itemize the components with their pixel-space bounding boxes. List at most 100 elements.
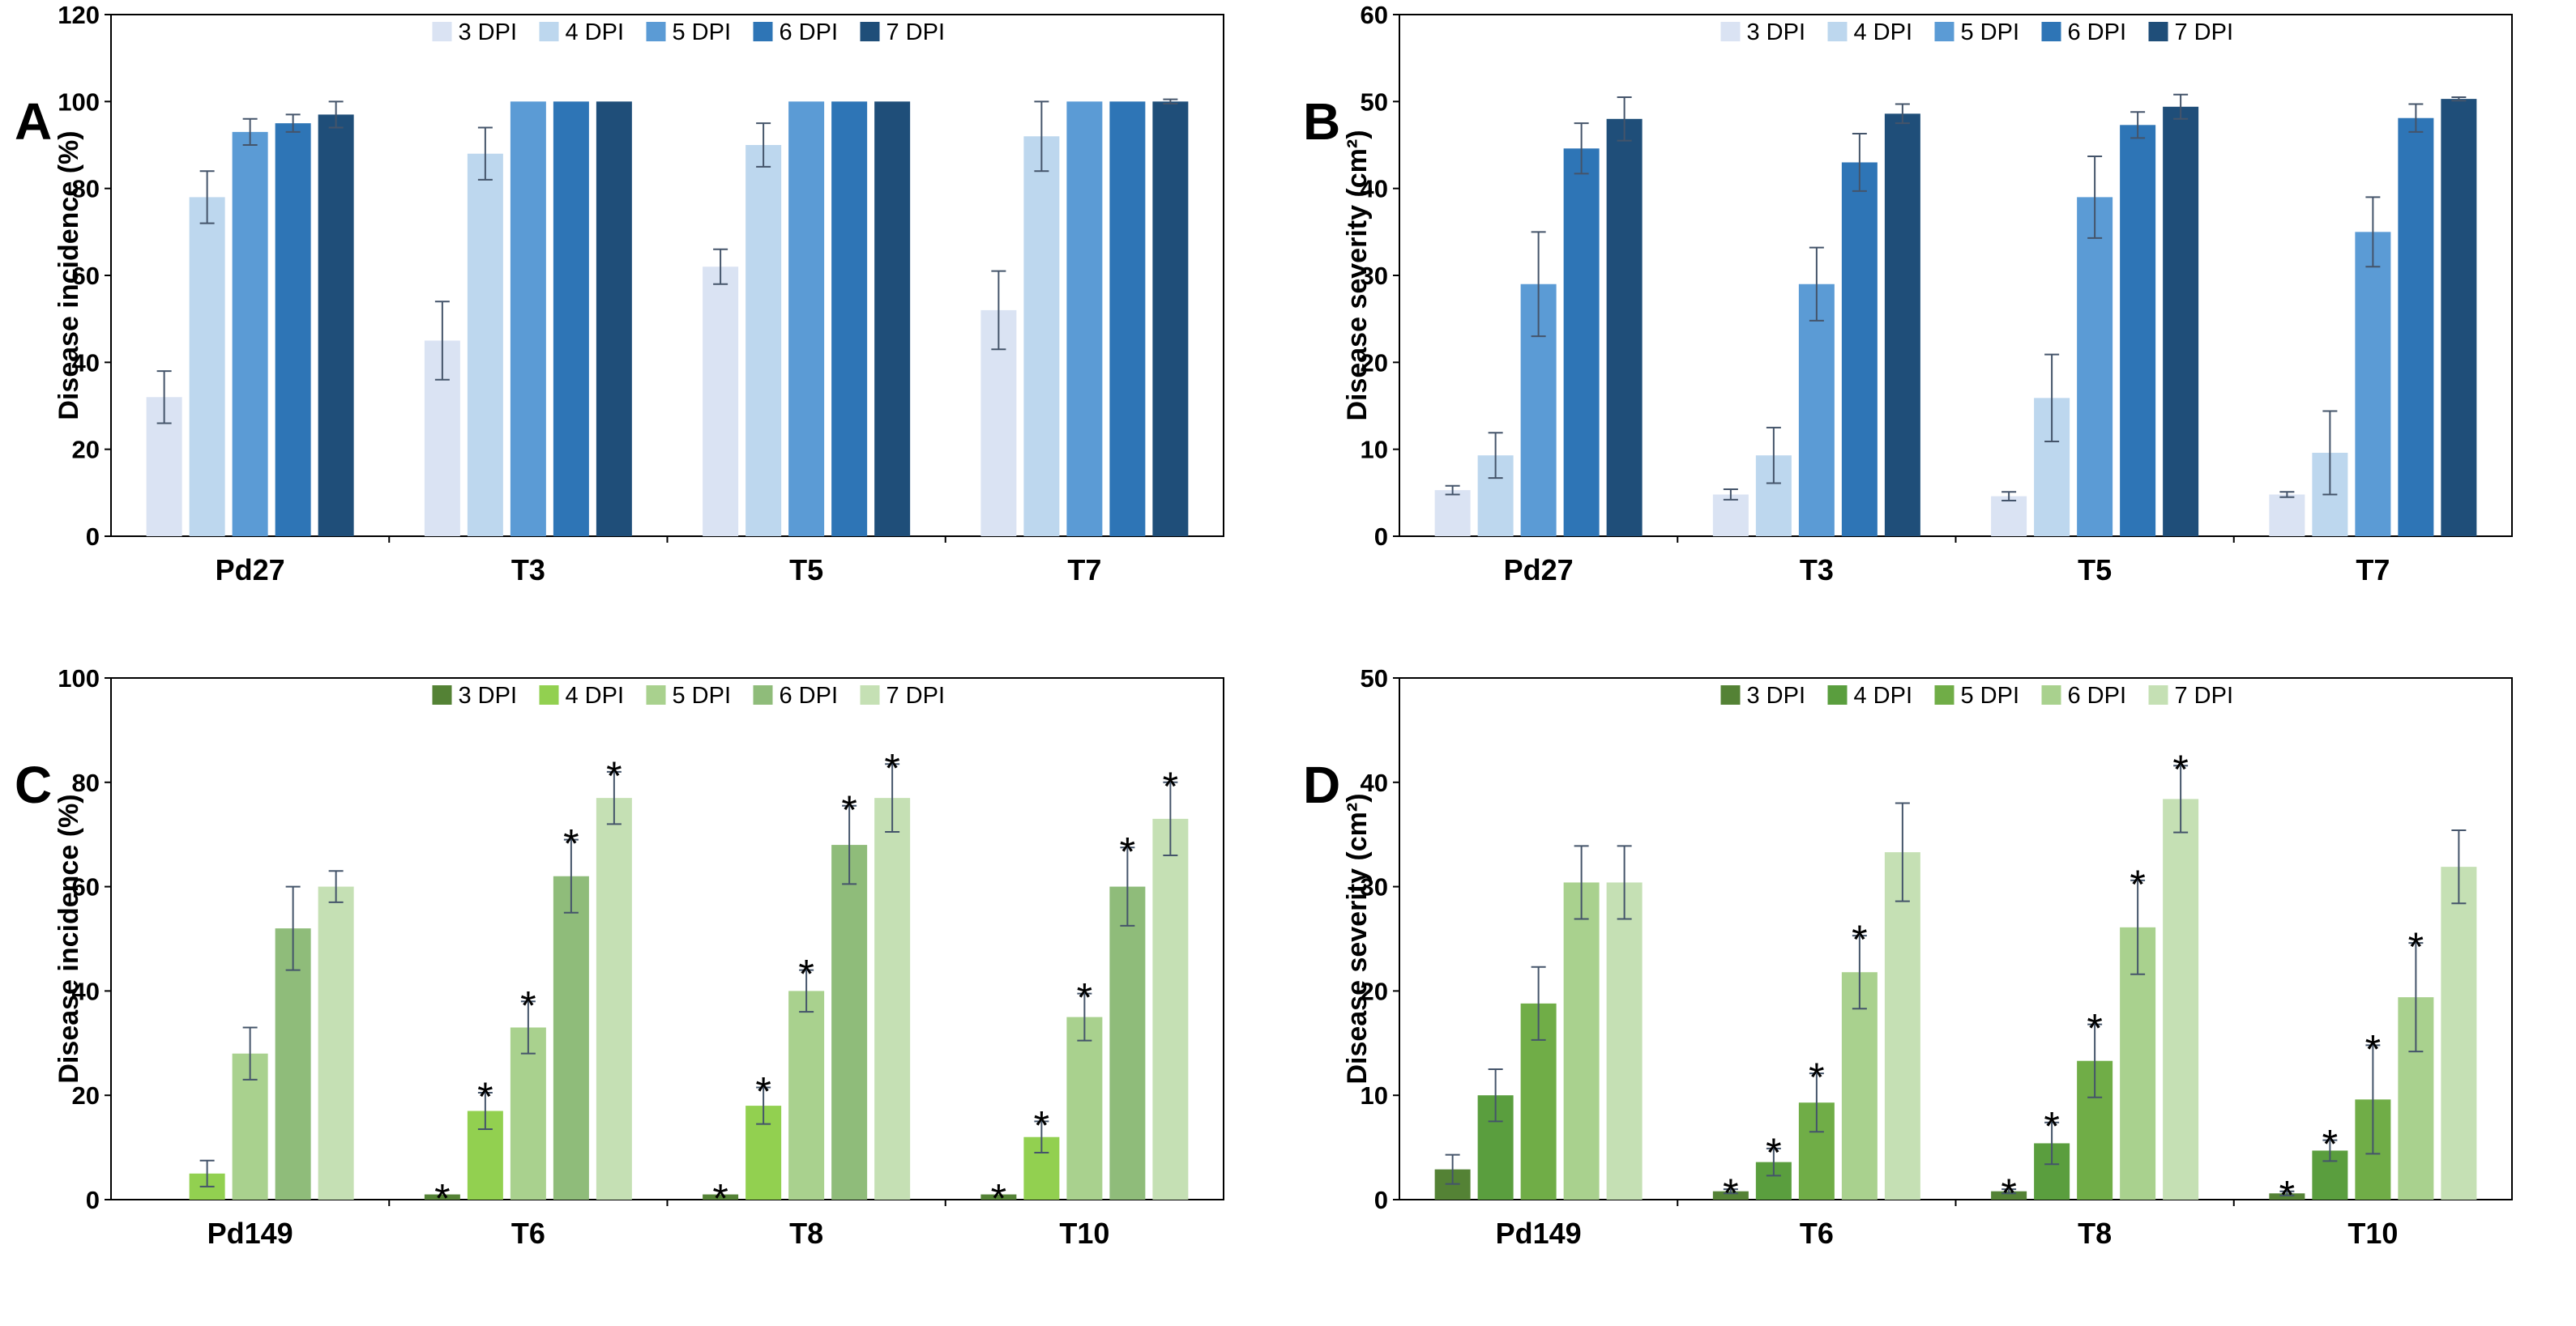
bar: [1884, 852, 1920, 1200]
bar: [1066, 101, 1103, 537]
y-tick-label: 20: [72, 436, 100, 464]
significance-asterisk: *: [1120, 829, 1135, 874]
bar: [788, 101, 825, 537]
bar: [1798, 284, 1835, 536]
significance-asterisk: *: [520, 983, 536, 1028]
panel-a: A 0 20 40 60 80 100 120 Disease incidence (%) Pd2…: [0, 0, 1288, 663]
bar: [1434, 490, 1471, 536]
bar: [1712, 494, 1749, 536]
chart-b: B 0 10 20 30 40 50 60 Disease severity (cm²) Pd27…: [1303, 1, 2513, 586]
bar: [703, 266, 739, 536]
panel-letter: C: [15, 756, 52, 814]
bar: [318, 114, 354, 536]
bar: [510, 1027, 546, 1200]
bar: [1109, 101, 1146, 537]
significance-asterisk: *: [2087, 1006, 2102, 1051]
category-label: T8: [2078, 1217, 2112, 1250]
bar: [2441, 867, 2477, 1200]
y-tick-label: 40: [1361, 769, 1388, 797]
y-tick-label: 0: [86, 522, 100, 551]
legend-label: 5 DPI: [1961, 19, 2020, 45]
bar: [2441, 99, 2477, 536]
significance-asterisk: *: [2001, 1170, 2016, 1216]
category-label: T10: [1059, 1217, 1109, 1250]
y-tick-label: 20: [1361, 977, 1388, 1005]
panel-letter: A: [15, 92, 52, 151]
significance-asterisk: *: [884, 745, 899, 791]
legend-swatch: [2148, 22, 2168, 41]
y-tick-label: 100: [58, 664, 100, 693]
legend-swatch: [539, 685, 559, 705]
legend-swatch: [2041, 685, 2061, 705]
category-label: T7: [1067, 553, 1101, 586]
legend-swatch: [646, 22, 666, 41]
significance-asterisk: *: [1766, 1130, 1781, 1175]
chart-c: C 0 20 40 60 80 100 Disease incidence (%) Pd149 T…: [15, 664, 1224, 1250]
y-tick-label: 60: [1361, 1, 1388, 29]
significance-asterisk: *: [841, 787, 857, 833]
bar: [1023, 136, 1060, 536]
bar: [596, 101, 632, 537]
bar: [1152, 101, 1189, 537]
chart-a: A 0 20 40 60 80 100 120 Disease incidence (%) Pd2…: [15, 1, 1224, 586]
y-tick-label: 0: [86, 1186, 100, 1214]
y-tick-label: 20: [72, 1081, 100, 1110]
significance-asterisk: *: [2172, 747, 2188, 792]
y-tick-label: 60: [72, 873, 100, 902]
legend-label: 3 DPI: [1747, 19, 1806, 45]
y-tick-label: 20: [1361, 348, 1388, 377]
y-tick-label: 120: [58, 1, 100, 29]
chart-d: D 0 10 20 30 40 50 Disease severity (cm²) Pd149 T…: [1303, 664, 2513, 1250]
y-axis-title: Disease severity (cm²): [1342, 130, 1373, 420]
legend-swatch: [1827, 22, 1848, 41]
bar: [1109, 886, 1146, 1200]
category-label: T5: [2078, 553, 2112, 586]
panel-d: D 0 10 20 30 40 50 Disease severity (cm²) Pd149 T…: [1288, 663, 2576, 1326]
bar: [2163, 799, 2199, 1200]
category-label: T8: [789, 1217, 823, 1250]
category-label: T10: [2347, 1217, 2398, 1250]
legend-label: 4 DPI: [1854, 683, 1913, 709]
y-tick-label: 30: [1361, 262, 1388, 290]
bar: [874, 101, 911, 537]
category-label: T6: [1800, 1217, 1834, 1250]
bar: [2355, 232, 2391, 536]
y-tick-label: 50: [1361, 664, 1388, 693]
bar: [318, 886, 354, 1200]
legend-swatch: [860, 685, 880, 705]
legend-swatch: [1934, 22, 1954, 41]
legend-label: 5 DPI: [673, 683, 732, 709]
y-tick-label: 40: [72, 977, 100, 1005]
legend-label: 5 DPI: [1961, 683, 2020, 709]
legend-swatch: [753, 685, 773, 705]
bar: [1066, 1017, 1103, 1200]
panel-letter: D: [1303, 756, 1340, 814]
legend-label: 3 DPI: [459, 19, 518, 45]
bar: [874, 798, 911, 1200]
category-label: T6: [511, 1217, 545, 1250]
y-tick-label: 100: [58, 87, 100, 116]
legend-label: 7 DPI: [2175, 19, 2234, 45]
legend-swatch: [1720, 685, 1741, 705]
significance-asterisk: *: [2279, 1173, 2295, 1218]
bar: [831, 101, 868, 537]
legend-label: 4 DPI: [1854, 19, 1913, 45]
panel-letter: B: [1303, 92, 1340, 151]
legend-swatch: [432, 685, 452, 705]
y-tick-label: 60: [72, 262, 100, 290]
legend-swatch: [753, 22, 773, 41]
significance-asterisk: *: [2408, 924, 2424, 970]
legend-label: 6 DPI: [2068, 683, 2127, 709]
legend-label: 4 DPI: [566, 19, 625, 45]
legend-swatch: [2041, 22, 2061, 41]
significance-asterisk: *: [755, 1069, 771, 1115]
bar: [467, 153, 503, 536]
bar: [553, 876, 589, 1200]
bar: [1152, 818, 1189, 1200]
significance-asterisk: *: [477, 1074, 493, 1119]
bar: [232, 131, 268, 536]
category-label: Pd149: [1496, 1217, 1582, 1250]
panel-b: B 0 10 20 30 40 50 60 Disease severity (cm²) Pd27…: [1288, 0, 2576, 663]
y-tick-label: 0: [1374, 1186, 1388, 1214]
bar: [2163, 106, 2199, 537]
